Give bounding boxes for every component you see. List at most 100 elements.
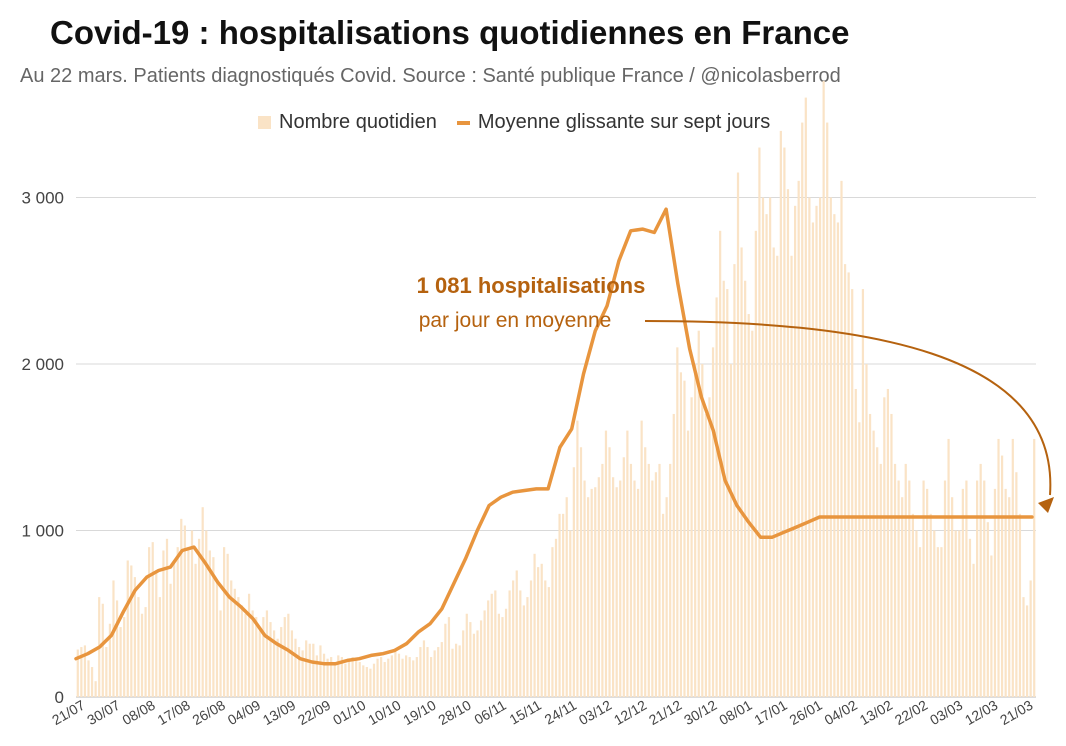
bar — [583, 480, 586, 697]
bar — [412, 660, 415, 697]
x-tick-label: 21/03 — [997, 697, 1036, 728]
bar — [226, 553, 229, 697]
bar — [544, 580, 547, 697]
bar — [736, 172, 740, 697]
bar — [562, 513, 565, 697]
bar — [843, 264, 847, 697]
chart-subtitle: Au 22 mars. Patients diagnostiqués Covid… — [20, 65, 841, 87]
bar — [494, 590, 497, 697]
bar — [993, 488, 997, 697]
bar — [883, 397, 886, 697]
bar — [337, 655, 340, 697]
bar — [783, 147, 786, 698]
bar — [319, 645, 322, 697]
annotation-arrowhead — [1038, 497, 1054, 513]
bar — [829, 197, 832, 697]
bar — [669, 463, 672, 697]
bar — [483, 610, 486, 697]
bar — [155, 570, 158, 697]
bar — [608, 447, 611, 697]
bar — [976, 480, 979, 697]
bar — [804, 97, 807, 698]
bar — [679, 372, 683, 697]
bars-series — [76, 80, 1036, 698]
bar — [854, 388, 857, 697]
bar — [665, 497, 668, 697]
grid-lines — [76, 197, 1036, 698]
chart-title: Covid-19 : hospitalisations quotidiennes… — [50, 14, 850, 51]
bar — [401, 658, 404, 697]
bar — [198, 538, 201, 697]
bar — [526, 597, 529, 697]
bar — [173, 560, 176, 697]
bar — [633, 480, 636, 697]
bar — [269, 622, 272, 697]
bar — [651, 480, 654, 697]
bar — [801, 122, 804, 697]
bar — [215, 580, 219, 697]
x-tick-label: 28/10 — [435, 697, 474, 728]
bar — [330, 657, 333, 697]
bar — [901, 497, 904, 697]
bar — [572, 467, 575, 697]
x-tick-label: 03/03 — [927, 697, 966, 728]
bar — [222, 547, 226, 697]
bar — [126, 560, 129, 697]
bar — [101, 603, 104, 697]
bar — [922, 480, 925, 697]
bar — [287, 613, 290, 697]
bar — [247, 593, 251, 697]
bar — [554, 538, 558, 697]
y-tick-label: 3 000 — [21, 189, 64, 208]
bar — [429, 657, 433, 697]
bar — [355, 660, 358, 697]
x-tick-label: 12/12 — [611, 697, 650, 728]
bar — [340, 657, 343, 697]
bar — [911, 513, 914, 697]
x-tick-label: 22/09 — [295, 697, 334, 728]
bar — [283, 617, 286, 697]
bar — [747, 314, 750, 697]
bar — [365, 667, 368, 697]
bar — [594, 487, 597, 697]
bar — [640, 420, 643, 697]
bar — [936, 547, 939, 697]
legend-label-average: Moyenne glissante sur sept jours — [477, 111, 771, 133]
bar — [94, 681, 97, 697]
bar — [758, 147, 761, 698]
x-tick-label: 24/11 — [542, 697, 580, 728]
moving-average-line — [74, 207, 1034, 666]
bar — [190, 530, 194, 697]
bar — [694, 364, 697, 697]
x-tick-label: 19/10 — [400, 697, 439, 728]
bar — [740, 247, 743, 697]
bar — [833, 214, 836, 697]
bar — [926, 488, 929, 697]
bar — [1022, 597, 1025, 697]
bar — [105, 647, 108, 697]
bar — [822, 80, 825, 697]
bar — [426, 647, 429, 697]
bar — [312, 643, 315, 697]
bar — [469, 622, 472, 697]
bar — [879, 463, 882, 697]
bar — [729, 364, 732, 697]
bar — [622, 457, 625, 697]
bar — [847, 272, 850, 697]
bar — [479, 620, 483, 697]
bar — [929, 513, 932, 697]
bar — [918, 547, 922, 697]
bar — [112, 580, 115, 697]
bar — [490, 593, 493, 697]
bar — [262, 617, 265, 697]
bar — [201, 507, 204, 697]
bar — [422, 640, 426, 697]
bar — [872, 430, 875, 697]
bar — [305, 640, 308, 697]
bar — [683, 380, 686, 697]
bar — [358, 662, 361, 697]
bar — [711, 347, 715, 697]
bar — [372, 663, 376, 697]
bar — [569, 530, 572, 697]
bar — [219, 610, 222, 697]
